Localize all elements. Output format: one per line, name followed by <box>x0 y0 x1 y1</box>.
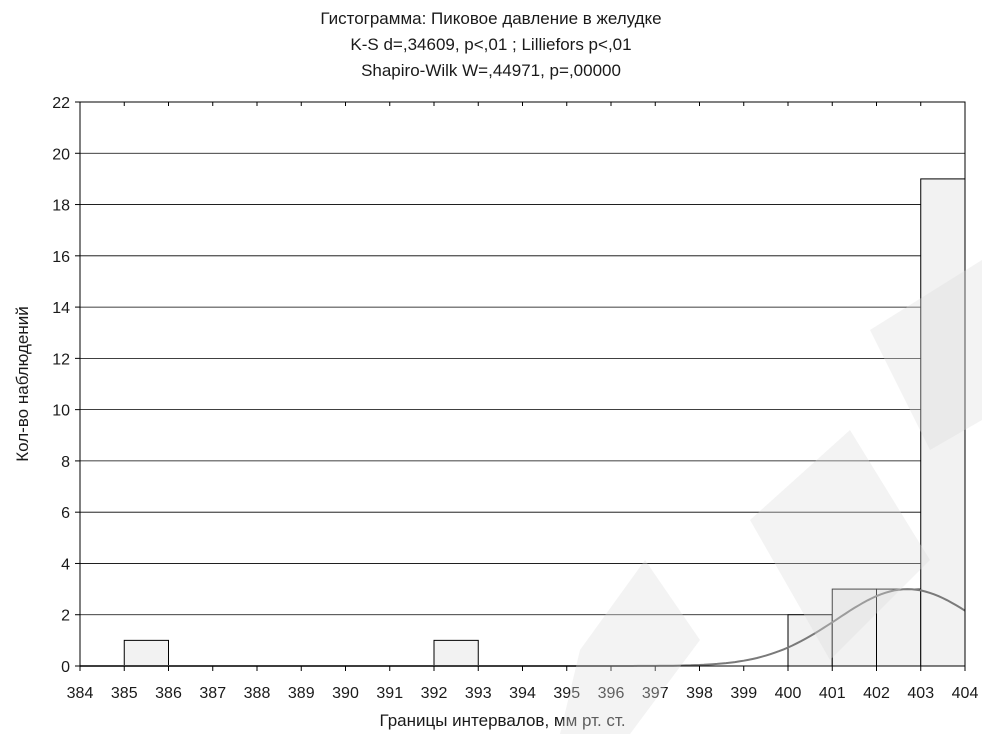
x-tick-label: 399 <box>730 685 757 702</box>
y-tick-label: 0 <box>61 659 70 676</box>
x-tick-label: 398 <box>686 685 713 702</box>
y-tick-label: 4 <box>61 556 70 573</box>
chart-title-line-3: Shapiro-Wilk W=,44971, p=,00000 <box>361 61 621 80</box>
y-tick-label: 6 <box>61 505 70 522</box>
x-tick-label: 397 <box>642 685 669 702</box>
x-tick-label: 391 <box>376 685 403 702</box>
y-tick-label: 14 <box>52 300 70 317</box>
x-tick-label: 388 <box>244 685 271 702</box>
bar <box>831 588 877 667</box>
axis-ticks <box>75 101 966 671</box>
y-tick-label: 10 <box>52 403 70 420</box>
y-axis-label: Кол-во наблюдений <box>13 306 32 461</box>
grid-lines <box>80 152 965 616</box>
x-axis-label: Границы интервалов, мм рт. ст. <box>379 711 625 730</box>
x-tick-label: 386 <box>155 685 182 702</box>
bar <box>876 588 922 667</box>
x-tick-label: 401 <box>819 685 846 702</box>
chart-title-line-2: K-S d=,34609, p<,01 ; Lilliefors p<,01 <box>350 35 631 54</box>
x-tick-label: 387 <box>199 685 226 702</box>
y-tick-label: 20 <box>52 146 70 163</box>
chart-title-line-1: Гистограмма: Пиковое давление в желудке <box>320 9 661 28</box>
plot-frame <box>79 101 966 667</box>
x-tick-label: 400 <box>775 685 802 702</box>
x-tick-label: 393 <box>465 685 492 702</box>
x-tick-label: 404 <box>952 685 979 702</box>
bar <box>787 614 833 667</box>
x-tick-label: 403 <box>907 685 934 702</box>
x-tick-label: 402 <box>863 685 890 702</box>
bar <box>433 639 479 667</box>
x-tick-label: 385 <box>111 685 138 702</box>
y-tick-label: 18 <box>52 198 70 215</box>
bar <box>123 639 169 667</box>
x-tick-label: 389 <box>288 685 315 702</box>
y-tick-label: 12 <box>52 351 70 368</box>
x-tick-label: 390 <box>332 685 359 702</box>
bars <box>123 178 966 667</box>
x-tick-labels: 384 385 386 387 388 389 390 391 392 393 394 395 396 3… <box>67 685 979 702</box>
x-tick-label: 396 <box>598 685 625 702</box>
y-tick-label: 2 <box>61 608 70 625</box>
x-tick-label: 395 <box>553 685 580 702</box>
y-tick-labels: 0 2 4 6 8 10 12 14 16 18 20 22 <box>52 95 70 676</box>
y-tick-label: 8 <box>61 454 70 471</box>
x-tick-label: 394 <box>509 685 536 702</box>
y-tick-label: 22 <box>52 95 70 112</box>
x-tick-label: 392 <box>421 685 448 702</box>
y-tick-label: 16 <box>52 249 70 266</box>
x-tick-label: 384 <box>67 685 94 702</box>
